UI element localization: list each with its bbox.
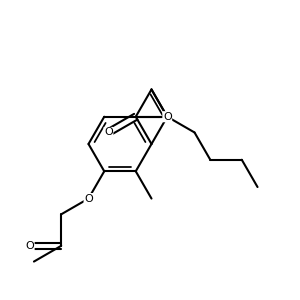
Text: O: O [104,128,113,137]
Text: O: O [25,241,34,251]
Text: O: O [163,112,172,122]
Text: O: O [84,194,93,204]
